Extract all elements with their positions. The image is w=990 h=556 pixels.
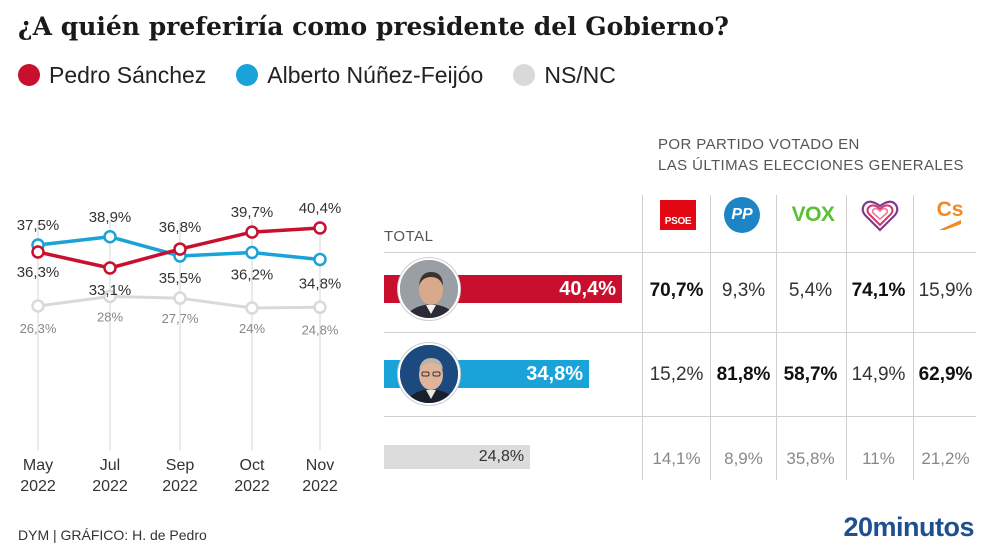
table-divider: [913, 195, 914, 480]
legend-swatch-feijoo: [236, 64, 259, 86]
table-cell-feijoo-psoe: 15,2%: [649, 364, 704, 385]
data-label-2-4: 24,8%: [302, 322, 339, 337]
line-chart: 36,3% 33,1% 36,8% 39,7% 40,4% 37,5% 38,9% 35,5%…: [17, 200, 342, 495]
pp-logo: PP: [722, 195, 762, 235]
series-point-2-4: [313, 300, 327, 315]
table-cell-nsnc-pp: 8,9%: [724, 449, 763, 468]
series-point-0-3: [245, 225, 259, 239]
bar-value-sanchez: 40,4%: [559, 278, 616, 300]
table-cell-nsnc-cs: 21,2%: [921, 449, 970, 468]
x-tick-label-4: Nov 2022: [302, 457, 338, 495]
legend-item-nsnc: NS/NC: [513, 62, 616, 89]
table-cell-sanchez-cs: 15,9%: [918, 280, 973, 301]
total-label: TOTAL: [384, 228, 434, 245]
unidas-podemos-logo: [860, 195, 900, 235]
legend-swatch-sanchez: [18, 64, 40, 86]
brand-logo-number: 20: [843, 512, 873, 542]
bar-value-nsnc: 24,8%: [478, 448, 525, 465]
legend-swatch-nsnc: [513, 64, 536, 86]
series-point-0-0: [31, 245, 45, 259]
cs-logo: Cs: [928, 195, 972, 235]
series-point-2-1: [103, 289, 117, 304]
data-label-0-1: 33,1%: [89, 282, 132, 299]
table-divider: [776, 195, 777, 480]
x-tick-label-3: Oct 2022: [234, 457, 270, 495]
series-point-1-4: [313, 252, 327, 267]
cs-logo-arrow: [939, 220, 961, 230]
legend-label-sanchez: Pedro Sánchez: [49, 61, 207, 88]
x-tick-label-0: May 2022: [20, 457, 56, 495]
table-cell-feijoo-cs: 62,9%: [918, 364, 973, 385]
data-label-2-0: 26,3%: [20, 321, 57, 336]
table-cell-sanchez-up: 74,1%: [851, 280, 906, 301]
pp-logo-text: PP: [731, 206, 753, 223]
data-label-0-0: 36,3%: [17, 264, 60, 281]
party-header-line-1: POR PARTIDO VOTADO EN: [658, 136, 860, 153]
table-cell-nsnc-vox: 35,8%: [786, 449, 835, 468]
legend-item-sanchez: Pedro Sánchez: [18, 62, 206, 89]
data-label-1-3: 36,2%: [231, 267, 274, 284]
data-label-1-4: 34,8%: [299, 276, 342, 293]
brand-logo-word: minutos: [872, 512, 975, 542]
legend-label-feijoo: Alberto Núñez-Feijóo: [267, 61, 484, 88]
series-point-2-0: [31, 299, 45, 313]
chart-title: ¿A quién preferiría como presidente del …: [18, 12, 729, 41]
table-cell-sanchez-vox: 5,4%: [788, 280, 833, 301]
table-divider: [710, 195, 711, 480]
avatar-feijoo: [398, 343, 460, 405]
table-cell-nsnc-up: 11%: [862, 449, 895, 468]
legend-label-nsnc: NS/NC: [544, 61, 616, 88]
table-cell-feijoo-pp: 81,8%: [716, 364, 771, 385]
table-cell-sanchez-pp: 9,3%: [721, 280, 766, 301]
data-label-0-3: 39,7%: [231, 204, 274, 221]
legend-item-feijoo: Alberto Núñez-Feijóo: [236, 62, 483, 89]
table-row-divider: [384, 416, 976, 417]
bar-value-feijoo: 34,8%: [526, 363, 583, 385]
series-point-1-1: [103, 230, 117, 244]
party-header-line-2: LAS ÚLTIMAS ELECCIONES GENERALES: [658, 157, 964, 174]
data-label-2-1: 28%: [97, 310, 123, 325]
table-divider: [642, 195, 643, 480]
data-label-0-4: 40,4%: [299, 200, 342, 217]
series-point-1-3: [245, 245, 259, 260]
x-tick-label-2: Sep 2022: [162, 457, 198, 495]
data-label-2-3: 24%: [239, 321, 265, 336]
data-label-1-2: 35,5%: [159, 270, 202, 287]
cs-logo-text: Cs: [936, 198, 964, 221]
table-row-divider: [384, 332, 976, 333]
brand-logo: 20minutos: [843, 512, 974, 543]
data-label-2-2: 27,7%: [162, 311, 199, 326]
bar-total-nsnc: 24,8%: [384, 445, 531, 469]
series-point-2-3: [245, 301, 259, 315]
table-row-divider: [384, 252, 976, 253]
table-cell-feijoo-up: 14,9%: [851, 364, 906, 385]
series-point-0-4: [313, 221, 327, 235]
avatar-sanchez: [398, 258, 460, 320]
series-point-2-2: [173, 291, 187, 305]
table-cell-feijoo-vox: 58,7%: [783, 364, 838, 385]
psoe-logo-text: PSOE: [664, 216, 692, 227]
psoe-logo: PSOE: [658, 195, 698, 235]
table-divider: [846, 195, 847, 480]
x-tick-label-1: Jul 2022: [92, 457, 128, 495]
data-label-0-2: 36,8%: [159, 219, 202, 236]
series-point-0-1: [103, 261, 117, 275]
table-cell-nsnc-psoe: 14,1%: [652, 449, 701, 468]
vox-logo-text: VOX: [791, 203, 835, 226]
vox-logo: VOX: [785, 195, 841, 235]
legend: Pedro Sánchez Alberto Núñez-Feijóo NS/NC: [18, 60, 646, 90]
data-label-1-0: 37,5%: [17, 217, 60, 234]
party-table-header: POR PARTIDO VOTADO EN LAS ÚLTIMAS ELECCI…: [658, 134, 964, 176]
data-label-1-1: 38,9%: [89, 209, 132, 226]
table-cell-sanchez-psoe: 70,7%: [649, 280, 704, 301]
source-credit: DYM | GRÁFICO: H. de Pedro: [18, 527, 207, 543]
series-point-0-2: [173, 242, 187, 256]
